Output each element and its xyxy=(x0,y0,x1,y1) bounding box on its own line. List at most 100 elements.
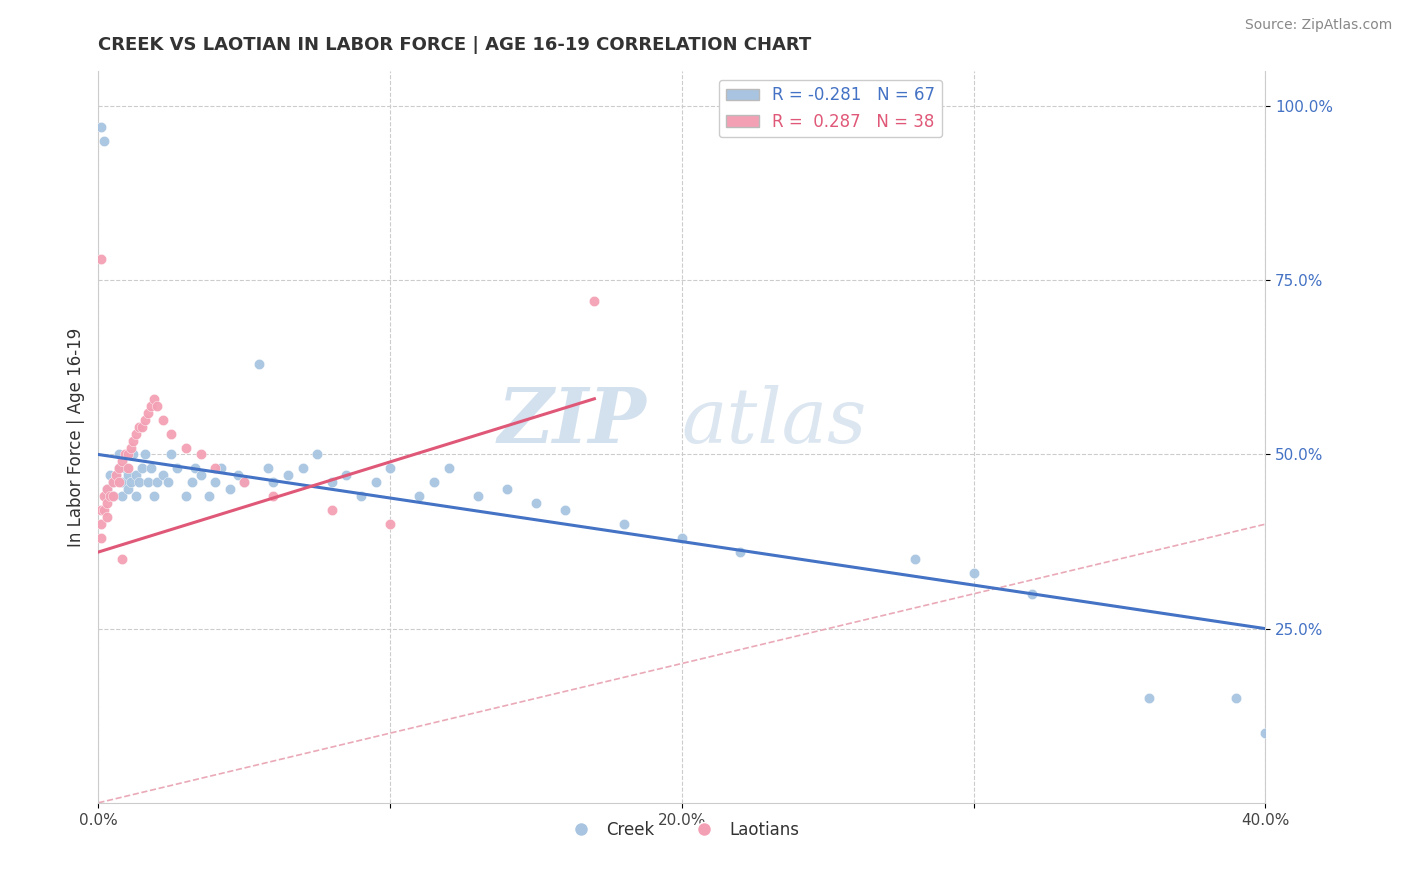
Point xyxy=(90,503,112,517)
Point xyxy=(136,406,159,420)
Point xyxy=(160,448,183,462)
Point xyxy=(380,517,402,532)
Point xyxy=(142,392,165,406)
Point xyxy=(96,489,118,503)
Point xyxy=(93,134,115,148)
Point xyxy=(247,357,270,371)
Point xyxy=(117,461,139,475)
Point xyxy=(111,489,134,503)
Point xyxy=(554,503,576,517)
Point xyxy=(467,489,489,503)
Point xyxy=(111,552,134,566)
Point xyxy=(730,545,752,559)
Point xyxy=(277,468,299,483)
Point xyxy=(101,475,124,490)
Point xyxy=(90,517,112,532)
Point xyxy=(90,252,112,267)
Point xyxy=(146,399,169,413)
Point xyxy=(335,468,357,483)
Text: CREEK VS LAOTIAN IN LABOR FORCE | AGE 16-19 CORRELATION CHART: CREEK VS LAOTIAN IN LABOR FORCE | AGE 16… xyxy=(98,36,811,54)
Point xyxy=(111,454,134,468)
Point xyxy=(190,468,212,483)
Point xyxy=(125,468,148,483)
Point xyxy=(180,475,202,490)
Point xyxy=(101,475,124,490)
Point xyxy=(262,475,284,490)
Point xyxy=(524,496,547,510)
Point xyxy=(96,483,118,497)
Point xyxy=(174,489,197,503)
Point xyxy=(1021,587,1043,601)
Point xyxy=(321,503,343,517)
Point xyxy=(101,489,124,503)
Point xyxy=(423,475,446,490)
Point xyxy=(117,483,139,497)
Point xyxy=(228,468,250,483)
Point xyxy=(218,483,240,497)
Point xyxy=(204,475,226,490)
Point xyxy=(962,566,984,580)
Point xyxy=(122,448,145,462)
Text: Source: ZipAtlas.com: Source: ZipAtlas.com xyxy=(1244,18,1392,32)
Point xyxy=(256,461,278,475)
Text: atlas: atlas xyxy=(682,385,868,459)
Y-axis label: In Labor Force | Age 16-19: In Labor Force | Age 16-19 xyxy=(66,327,84,547)
Point xyxy=(90,531,112,545)
Point xyxy=(437,461,460,475)
Point xyxy=(122,434,145,448)
Point xyxy=(134,412,156,426)
Point xyxy=(134,448,156,462)
Point xyxy=(128,475,150,490)
Point xyxy=(146,475,169,490)
Point xyxy=(104,468,127,483)
Point xyxy=(98,468,121,483)
Point xyxy=(408,489,430,503)
Point xyxy=(108,475,131,490)
Point xyxy=(104,468,127,483)
Point xyxy=(108,461,131,475)
Point xyxy=(1225,691,1247,706)
Point xyxy=(136,475,159,490)
Point xyxy=(496,483,519,497)
Point xyxy=(139,399,162,413)
Point xyxy=(380,461,402,475)
Point xyxy=(98,489,121,503)
Point xyxy=(108,461,131,475)
Point xyxy=(160,426,183,441)
Point xyxy=(152,468,174,483)
Point xyxy=(139,461,162,475)
Point xyxy=(93,489,115,503)
Point xyxy=(174,441,197,455)
Point xyxy=(117,448,139,462)
Point xyxy=(291,461,314,475)
Point xyxy=(90,120,112,134)
Point xyxy=(142,489,165,503)
Point xyxy=(96,510,118,524)
Point xyxy=(96,496,118,510)
Point xyxy=(209,461,232,475)
Point xyxy=(166,461,188,475)
Point xyxy=(364,475,387,490)
Point xyxy=(157,475,180,490)
Point xyxy=(108,448,131,462)
Point xyxy=(111,475,134,490)
Point xyxy=(131,419,153,434)
Legend: Creek, Laotians: Creek, Laotians xyxy=(558,814,806,846)
Point xyxy=(101,489,124,503)
Point xyxy=(233,475,256,490)
Point xyxy=(350,489,373,503)
Point xyxy=(96,483,118,497)
Point xyxy=(262,489,284,503)
Point xyxy=(152,412,174,426)
Point xyxy=(125,489,148,503)
Point xyxy=(307,448,329,462)
Point xyxy=(125,426,148,441)
Point xyxy=(204,461,226,475)
Point xyxy=(1137,691,1160,706)
Point xyxy=(183,461,205,475)
Point xyxy=(114,448,136,462)
Point xyxy=(321,475,343,490)
Point xyxy=(904,552,927,566)
Point xyxy=(671,531,693,545)
Point xyxy=(612,517,634,532)
